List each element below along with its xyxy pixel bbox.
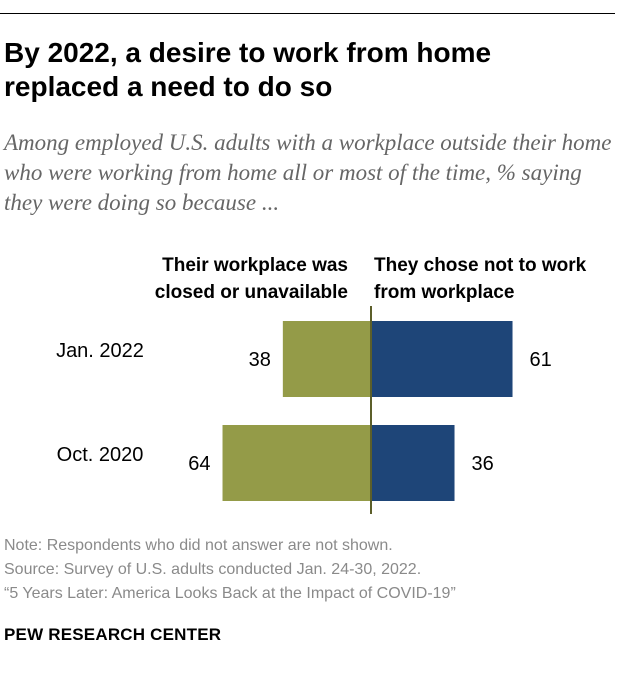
bar-workplace-closed: [282, 321, 371, 397]
value-label-workplace-closed: 64: [188, 453, 210, 475]
value-label-workplace-closed: 38: [249, 349, 271, 371]
source-line: Source: Survey of U.S. adults conducted …: [4, 561, 422, 578]
value-label-chose-not-to: 36: [472, 453, 494, 475]
chart-subtitle: Among employed U.S. adults with a workpl…: [4, 130, 612, 215]
report-title-line: “5 Years Later: America Looks Back at th…: [4, 585, 456, 602]
note-line: Note: Respondents who did not answer are…: [4, 537, 393, 554]
chart-title: By 2022, a desire to work from home repl…: [4, 37, 492, 102]
category-label: Jan. 2022: [56, 340, 144, 362]
legend-left-series: Their workplace was closed or unavailabl…: [154, 255, 348, 303]
category-label: Oct. 2020: [57, 444, 144, 466]
chart-notes: Note: Respondents who did not answer are…: [4, 534, 614, 606]
diverging-bar-chart: Jan. 2022 38 61 Oct. 2020 64 36: [56, 306, 552, 514]
bar-chose-not-to: [371, 321, 513, 397]
legend-right-series: They chose not to work from workplace: [374, 255, 587, 303]
pew-research-center-logo-text: PEW RESEARCH CENTER: [4, 625, 222, 644]
bar-chose-not-to: [371, 425, 455, 501]
top-rule: [0, 13, 615, 14]
bar-workplace-closed: [222, 425, 371, 501]
value-label-chose-not-to: 61: [530, 349, 552, 371]
